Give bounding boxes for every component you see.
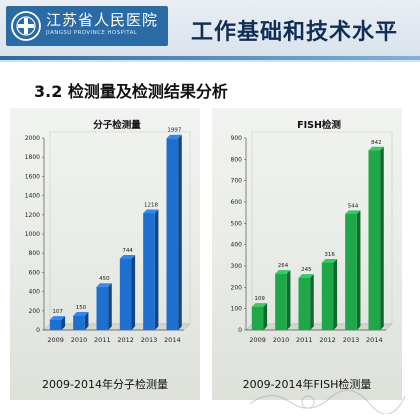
fish-bar-top — [321, 258, 338, 263]
molecular-test-chart-panel: 分子检测量 0 200 400 600 800 1000 1200 1400 1600 1800 20… — [10, 108, 200, 400]
fish-x-tick-label: 2012 — [319, 336, 336, 344]
header-banner: 江苏省人民医院 JIANGSU PROVINCE HOSPITAL 工作基础和技… — [0, 0, 420, 62]
fish-test-chart-panel: FISH检测 0 100 200 300 400 500 600 700 800 900 109 200… — [212, 108, 402, 400]
molecular-bar-top — [73, 312, 89, 316]
fish-chart-title: FISH检测 — [297, 119, 341, 131]
molecular-bar-2012 — [119, 258, 132, 330]
fish-data-label: 109 — [254, 296, 265, 302]
fish-y-tick-label: 400 — [231, 242, 243, 249]
molecular-bar-2013 — [143, 213, 155, 330]
molecular-data-label: 150 — [76, 305, 87, 311]
fish-bar-top — [368, 146, 384, 151]
fish-bar-side — [286, 270, 291, 330]
molecular-x-tick-label: 2012 — [117, 336, 134, 344]
hospital-name-english: JIANGSU PROVINCE HOSPITAL — [46, 30, 138, 36]
fish-chart-caption: 2009-2014年FISH检测量 — [242, 378, 372, 391]
fish-data-label: 245 — [301, 267, 312, 273]
fish-y-tick-label: 600 — [231, 199, 243, 206]
molecular-y-tick-label: 200 — [29, 308, 41, 315]
fish-bar-side — [380, 146, 384, 330]
molecular-x-tick-label: 2010 — [71, 336, 88, 344]
molecular-bar-top — [166, 134, 182, 139]
fish-data-label: 316 — [324, 252, 335, 258]
fish-bar-side — [263, 303, 268, 330]
fish-bar-top — [275, 270, 291, 274]
molecular-x-tick-label: 2014 — [164, 336, 181, 344]
molecular-y-tick-label: 1000 — [25, 231, 40, 238]
fish-x-tick-label: 2009 — [249, 336, 266, 344]
hospital-name: 江苏省人民医院 — [46, 11, 159, 29]
fish-bar-side — [333, 258, 338, 330]
molecular-bar-side — [154, 209, 159, 330]
molecular-bar-top — [119, 254, 136, 259]
molecular-y-tick-label: 1600 — [25, 173, 40, 180]
molecular-bar-side — [131, 254, 136, 330]
molecular-x-tick-label: 2013 — [141, 336, 158, 344]
molecular-bar-side — [61, 316, 66, 330]
fish-data-label: 264 — [278, 263, 289, 269]
fish-y-tick-label: 200 — [231, 284, 243, 291]
molecular-y-tick-label: 1200 — [25, 212, 40, 219]
fish-bar-top — [298, 274, 314, 278]
molecular-bar-top — [143, 209, 159, 214]
molecular-y-tick-label: 0 — [36, 327, 40, 334]
fish-bar-2012 — [321, 262, 334, 330]
fish-y-tick-label: 800 — [231, 156, 243, 163]
molecular-data-label: 450 — [99, 276, 110, 282]
fish-bar-top — [345, 210, 361, 214]
fish-y-tick-label: 0 — [238, 327, 242, 334]
fish-x-tick-label: 2014 — [366, 336, 383, 344]
molecular-data-label: 1218 — [144, 202, 158, 208]
header-divider — [0, 56, 420, 60]
fish-y-tick-label: 300 — [231, 263, 243, 270]
molecular-y-tick-label: 2000 — [25, 135, 40, 142]
fish-bar-side — [310, 274, 314, 330]
fish-bar-2011 — [298, 277, 311, 330]
slide-title: 工作基础和技术水平 — [190, 20, 398, 45]
fish-y-tick-label: 700 — [231, 178, 243, 185]
molecular-chart-caption: 2009-2014年分子检测量 — [42, 378, 168, 391]
fish-x-tick-label: 2010 — [273, 336, 290, 344]
fish-y-tick-label: 900 — [231, 135, 243, 142]
fish-test-bar-chart: FISH检测 0 100 200 300 400 500 600 700 800 900 109 200… — [231, 119, 393, 344]
molecular-y-tick-label: 1800 — [25, 154, 40, 161]
molecular-bar-side — [84, 312, 89, 330]
fish-y-tick-label: 500 — [231, 220, 243, 227]
molecular-y-tick-label: 600 — [29, 269, 41, 276]
molecular-bar-2011 — [96, 286, 109, 330]
molecular-data-label: 744 — [122, 248, 133, 254]
molecular-bar-2009 — [49, 319, 62, 330]
molecular-data-label: 107 — [52, 309, 63, 315]
fish-bar-2013 — [345, 213, 357, 330]
molecular-bar-side — [108, 283, 112, 330]
fish-bar-2010 — [275, 273, 287, 330]
molecular-x-tick-label: 2011 — [94, 336, 111, 344]
section-heading: 3.2 检测量及检测结果分析 — [34, 82, 228, 101]
hospital-logo: 江苏省人民医院 JIANGSU PROVINCE HOSPITAL — [6, 6, 168, 46]
fish-bar-top — [251, 303, 268, 307]
fish-bar-2014 — [368, 150, 381, 330]
fish-x-tick-label: 2011 — [296, 336, 313, 344]
fish-bar-2009 — [251, 306, 264, 330]
molecular-x-tick-label: 2009 — [47, 336, 64, 344]
fish-data-label: 544 — [348, 203, 359, 209]
molecular-y-tick-label: 800 — [29, 250, 41, 257]
fish-data-label: 842 — [371, 140, 382, 146]
fish-bar-side — [356, 210, 361, 330]
molecular-bar-top — [96, 283, 112, 287]
watermark-logo — [249, 389, 406, 414]
fish-x-tick-label: 2013 — [343, 336, 360, 344]
fish-y-tick-label: 100 — [231, 306, 243, 313]
molecular-bar-2010 — [73, 315, 85, 330]
molecular-y-tick-label: 400 — [29, 289, 41, 296]
molecular-bar-2014 — [166, 138, 179, 330]
hospital-emblem-icon — [11, 11, 41, 41]
molecular-bar-top — [49, 316, 66, 320]
molecular-test-bar-chart: 分子检测量 0 200 400 600 800 1000 1200 1400 1600 1800 20… — [25, 119, 191, 344]
molecular-chart-title: 分子检测量 — [93, 119, 141, 131]
molecular-y-tick-label: 1400 — [25, 193, 40, 200]
molecular-data-label: 1997 — [167, 128, 181, 134]
molecular-bar-side — [178, 134, 182, 330]
